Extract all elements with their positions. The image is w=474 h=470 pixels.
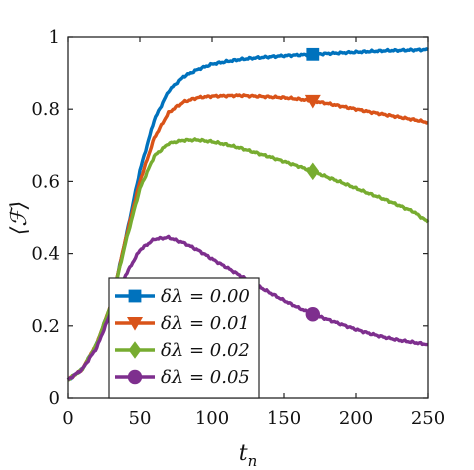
x-tick-label-3: 150	[267, 408, 301, 429]
x-axis-label-subscript: n	[248, 452, 258, 470]
legend: δλ = 0.00 δλ = 0.01 δλ = 0.02 δλ = 0.05	[108, 277, 260, 399]
legend-marker-1	[127, 317, 143, 331]
legend-label-1: δλ = 0.01	[161, 313, 250, 334]
legend-label-2: δλ = 0.02	[161, 340, 250, 361]
series-marker-0	[306, 47, 320, 61]
x-axis-label: tn	[239, 441, 258, 470]
series-marker-2	[306, 162, 320, 181]
legend-label-0: δλ = 0.00	[161, 286, 250, 307]
series-marker-1	[304, 94, 321, 109]
series-line-2	[67, 137, 430, 382]
legend-label-3: δλ = 0.05	[161, 367, 250, 388]
x-axis-label-main: t	[239, 441, 248, 466]
x-tick-label-0: 0	[62, 408, 73, 429]
y-axis-label: ⟨ℱ⟩	[7, 201, 32, 235]
y-tick-label-2: 0.4	[31, 244, 60, 265]
y-tick-label-0: 0	[49, 388, 60, 409]
series-layer	[66, 47, 430, 382]
legend-marker-3	[127, 369, 143, 385]
y-tick-label-4: 0.8	[31, 99, 60, 120]
y-tick-label-3: 0.6	[31, 171, 60, 192]
x-tick-label-2: 100	[195, 408, 229, 429]
x-tick-label-4: 200	[339, 408, 373, 429]
y-tick-label-1: 0.2	[31, 316, 60, 337]
y-tick-label-5: 1	[49, 27, 60, 48]
legend-marker-2	[128, 341, 142, 359]
legend-marker-0	[128, 289, 142, 303]
x-tick-label-5: 250	[411, 408, 445, 429]
series-marker-3	[305, 307, 320, 322]
x-tick-label-1: 50	[129, 408, 152, 429]
